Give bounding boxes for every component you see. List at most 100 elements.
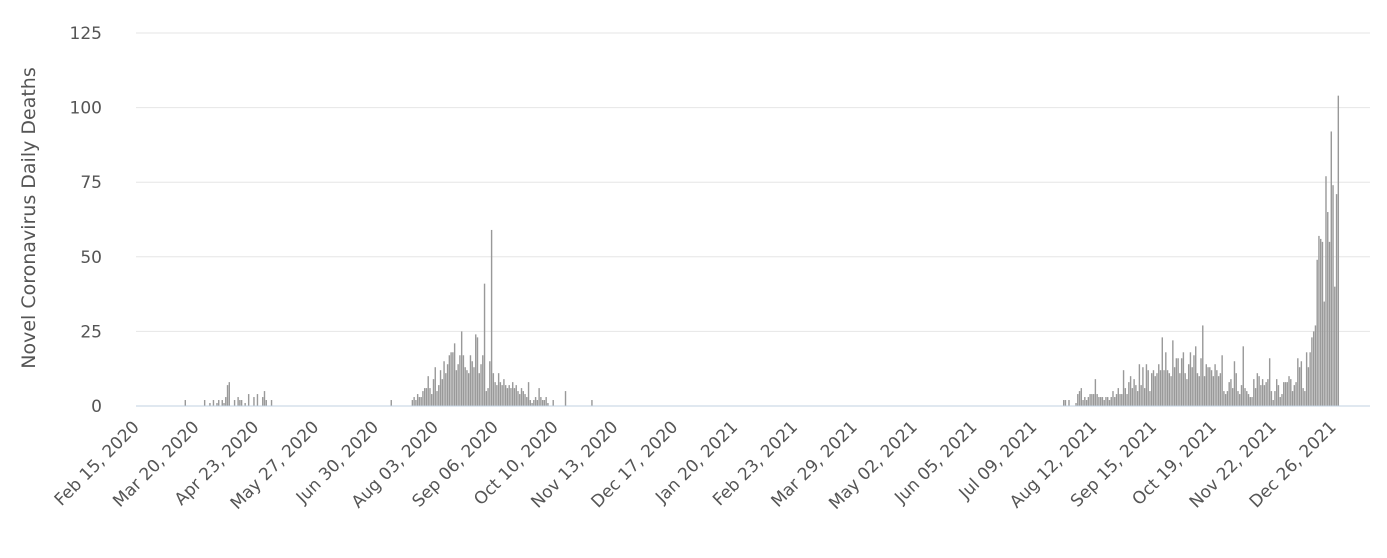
bar [1270, 391, 1273, 406]
bar [1272, 400, 1274, 406]
bar [1077, 394, 1079, 406]
bar [1219, 373, 1222, 406]
bar [1207, 367, 1209, 406]
bar [1189, 352, 1192, 406]
bar [453, 343, 456, 406]
bar [1265, 382, 1267, 406]
bar [1214, 364, 1216, 406]
bar [1281, 394, 1283, 406]
bar [1099, 397, 1102, 406]
bar [184, 400, 186, 406]
y-tick-label: 125 [70, 24, 102, 44]
bar [1284, 382, 1287, 406]
bar [538, 388, 540, 406]
bar [1279, 397, 1281, 406]
bar [1233, 361, 1236, 406]
bar [239, 400, 241, 406]
bar [1283, 382, 1285, 406]
bar [541, 400, 544, 406]
bar [529, 400, 532, 406]
bar [221, 400, 223, 406]
bar [1330, 131, 1332, 406]
bar [485, 391, 488, 406]
bar [508, 385, 510, 406]
bar [504, 385, 507, 406]
bar [390, 400, 392, 406]
bar [265, 400, 267, 406]
bar [564, 391, 567, 406]
bar [1105, 397, 1107, 406]
bar [513, 388, 516, 406]
bar [212, 400, 215, 406]
bar [520, 388, 523, 406]
bar [270, 400, 273, 406]
bar [1110, 397, 1112, 406]
bar [223, 403, 225, 406]
bar [1158, 364, 1160, 406]
bar [1138, 364, 1141, 406]
bar [1216, 370, 1218, 406]
bar [1133, 379, 1135, 406]
bar [1142, 367, 1144, 406]
bar [443, 361, 445, 406]
bar [1140, 385, 1142, 406]
bar [1082, 400, 1084, 406]
bar [209, 403, 211, 406]
bar [1089, 394, 1091, 406]
bar [1078, 391, 1081, 406]
bar [1119, 394, 1121, 406]
bar [1321, 241, 1324, 406]
bar [422, 391, 424, 406]
bar [1114, 397, 1116, 406]
bar [1320, 238, 1322, 406]
bar [468, 373, 470, 406]
bar [1129, 376, 1132, 406]
bar [1224, 394, 1227, 406]
bar [1180, 358, 1183, 406]
bar [1152, 370, 1155, 406]
bar [1198, 376, 1200, 406]
bar [1080, 388, 1083, 406]
bar [1163, 370, 1165, 406]
bar [1205, 364, 1207, 406]
bar [1103, 400, 1105, 406]
bar [478, 373, 480, 406]
bar [434, 367, 436, 406]
bar [1195, 346, 1197, 406]
bar [471, 361, 473, 406]
bar [1196, 373, 1199, 406]
bar [1335, 194, 1338, 406]
bar [441, 379, 444, 406]
bar [1302, 388, 1304, 406]
bar [1223, 391, 1225, 406]
bar [1246, 391, 1248, 406]
bar [1128, 382, 1130, 406]
bar [1177, 358, 1179, 406]
bar [1237, 391, 1239, 406]
bar [1263, 385, 1266, 406]
bar [492, 373, 495, 406]
bar [531, 403, 533, 406]
bar [1135, 385, 1137, 406]
bar [464, 367, 466, 406]
bar [487, 388, 489, 406]
bar [1112, 391, 1114, 406]
bar [256, 394, 259, 406]
bar [1108, 400, 1111, 406]
bar [432, 379, 435, 406]
bar [1323, 301, 1325, 406]
bar [1173, 367, 1176, 406]
bar [466, 370, 468, 406]
bar [1145, 364, 1148, 406]
bar [1200, 358, 1202, 406]
bar [489, 361, 491, 406]
bar [517, 391, 519, 406]
bar [420, 397, 422, 406]
bar [540, 397, 542, 406]
bar [244, 403, 246, 406]
bar [1064, 400, 1067, 406]
bar [1191, 367, 1193, 406]
bar [1307, 367, 1310, 406]
